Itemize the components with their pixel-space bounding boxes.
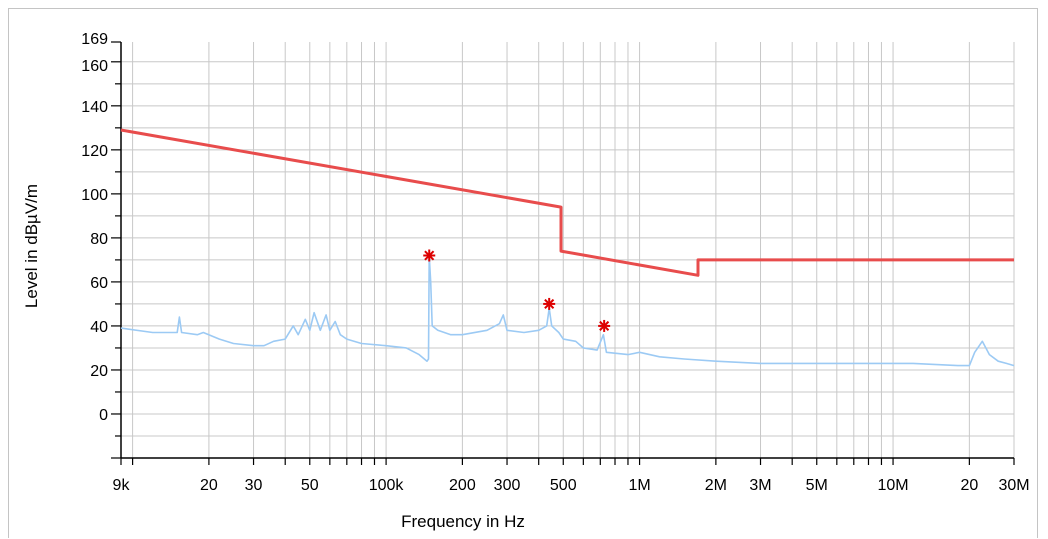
- axes: 0 20 40 60 80 100 120 140 160 169 9k 20 30 50 100k 200 3…: [81, 31, 1029, 494]
- grid: [120, 42, 1015, 458]
- peak-marker-stroke: [424, 250, 435, 261]
- x-tick-label: 500: [550, 477, 577, 494]
- x-tick-label: 50: [301, 477, 319, 494]
- y-tick-label: 140: [81, 99, 108, 116]
- y-tick-label: 120: [81, 143, 108, 160]
- x-axis-title: Frequency in Hz: [401, 512, 525, 531]
- y-tick-label: 80: [90, 231, 108, 248]
- y-tick-label: 160: [81, 58, 108, 75]
- x-tick-label: 1M: [628, 477, 650, 494]
- measured-spectrum-series: [120, 254, 1015, 367]
- y-axis-title: Level in dBµV/m: [22, 184, 41, 308]
- y-tick-label: 169: [81, 31, 108, 48]
- emission-spectrum-chart: 0 20 40 60 80 100 120 140 160 169 9k 20 30 50 100k 200 3…: [22, 31, 1030, 531]
- x-tick-label: 20: [200, 477, 218, 494]
- chart-frame: 0 20 40 60 80 100 120 140 160 169 9k 20 30 50 100k 200 3…: [8, 8, 1038, 538]
- x-tick-label: 20: [960, 477, 978, 494]
- x-tick-label: 9k: [113, 477, 131, 494]
- series: [120, 128, 1015, 367]
- x-tick-label: 100k: [369, 477, 405, 494]
- peak-markers: [423, 249, 611, 332]
- x-tick-label: 30: [245, 477, 263, 494]
- y-tick-label: 0: [99, 407, 108, 424]
- peak-marker: [423, 249, 436, 262]
- peak-marker: [598, 319, 611, 332]
- x-tick-label: 3M: [749, 477, 771, 494]
- y-tick-label: 60: [90, 275, 108, 292]
- peak-marker-stroke: [599, 320, 610, 331]
- x-tick-label: 200: [449, 477, 476, 494]
- x-tick-label: 30M: [998, 477, 1029, 494]
- y-tick-label: 20: [90, 363, 108, 380]
- x-tick-label: 2M: [705, 477, 727, 494]
- peak-marker-stroke: [544, 298, 555, 309]
- limit-line-series: [120, 128, 1014, 277]
- x-tick-label: 5M: [806, 477, 828, 494]
- y-tick-label: 100: [81, 187, 108, 204]
- y-tick-label: 40: [90, 319, 108, 336]
- peak-marker: [543, 297, 556, 310]
- x-tick-label: 300: [494, 477, 521, 494]
- x-tick-label: 10M: [877, 477, 908, 494]
